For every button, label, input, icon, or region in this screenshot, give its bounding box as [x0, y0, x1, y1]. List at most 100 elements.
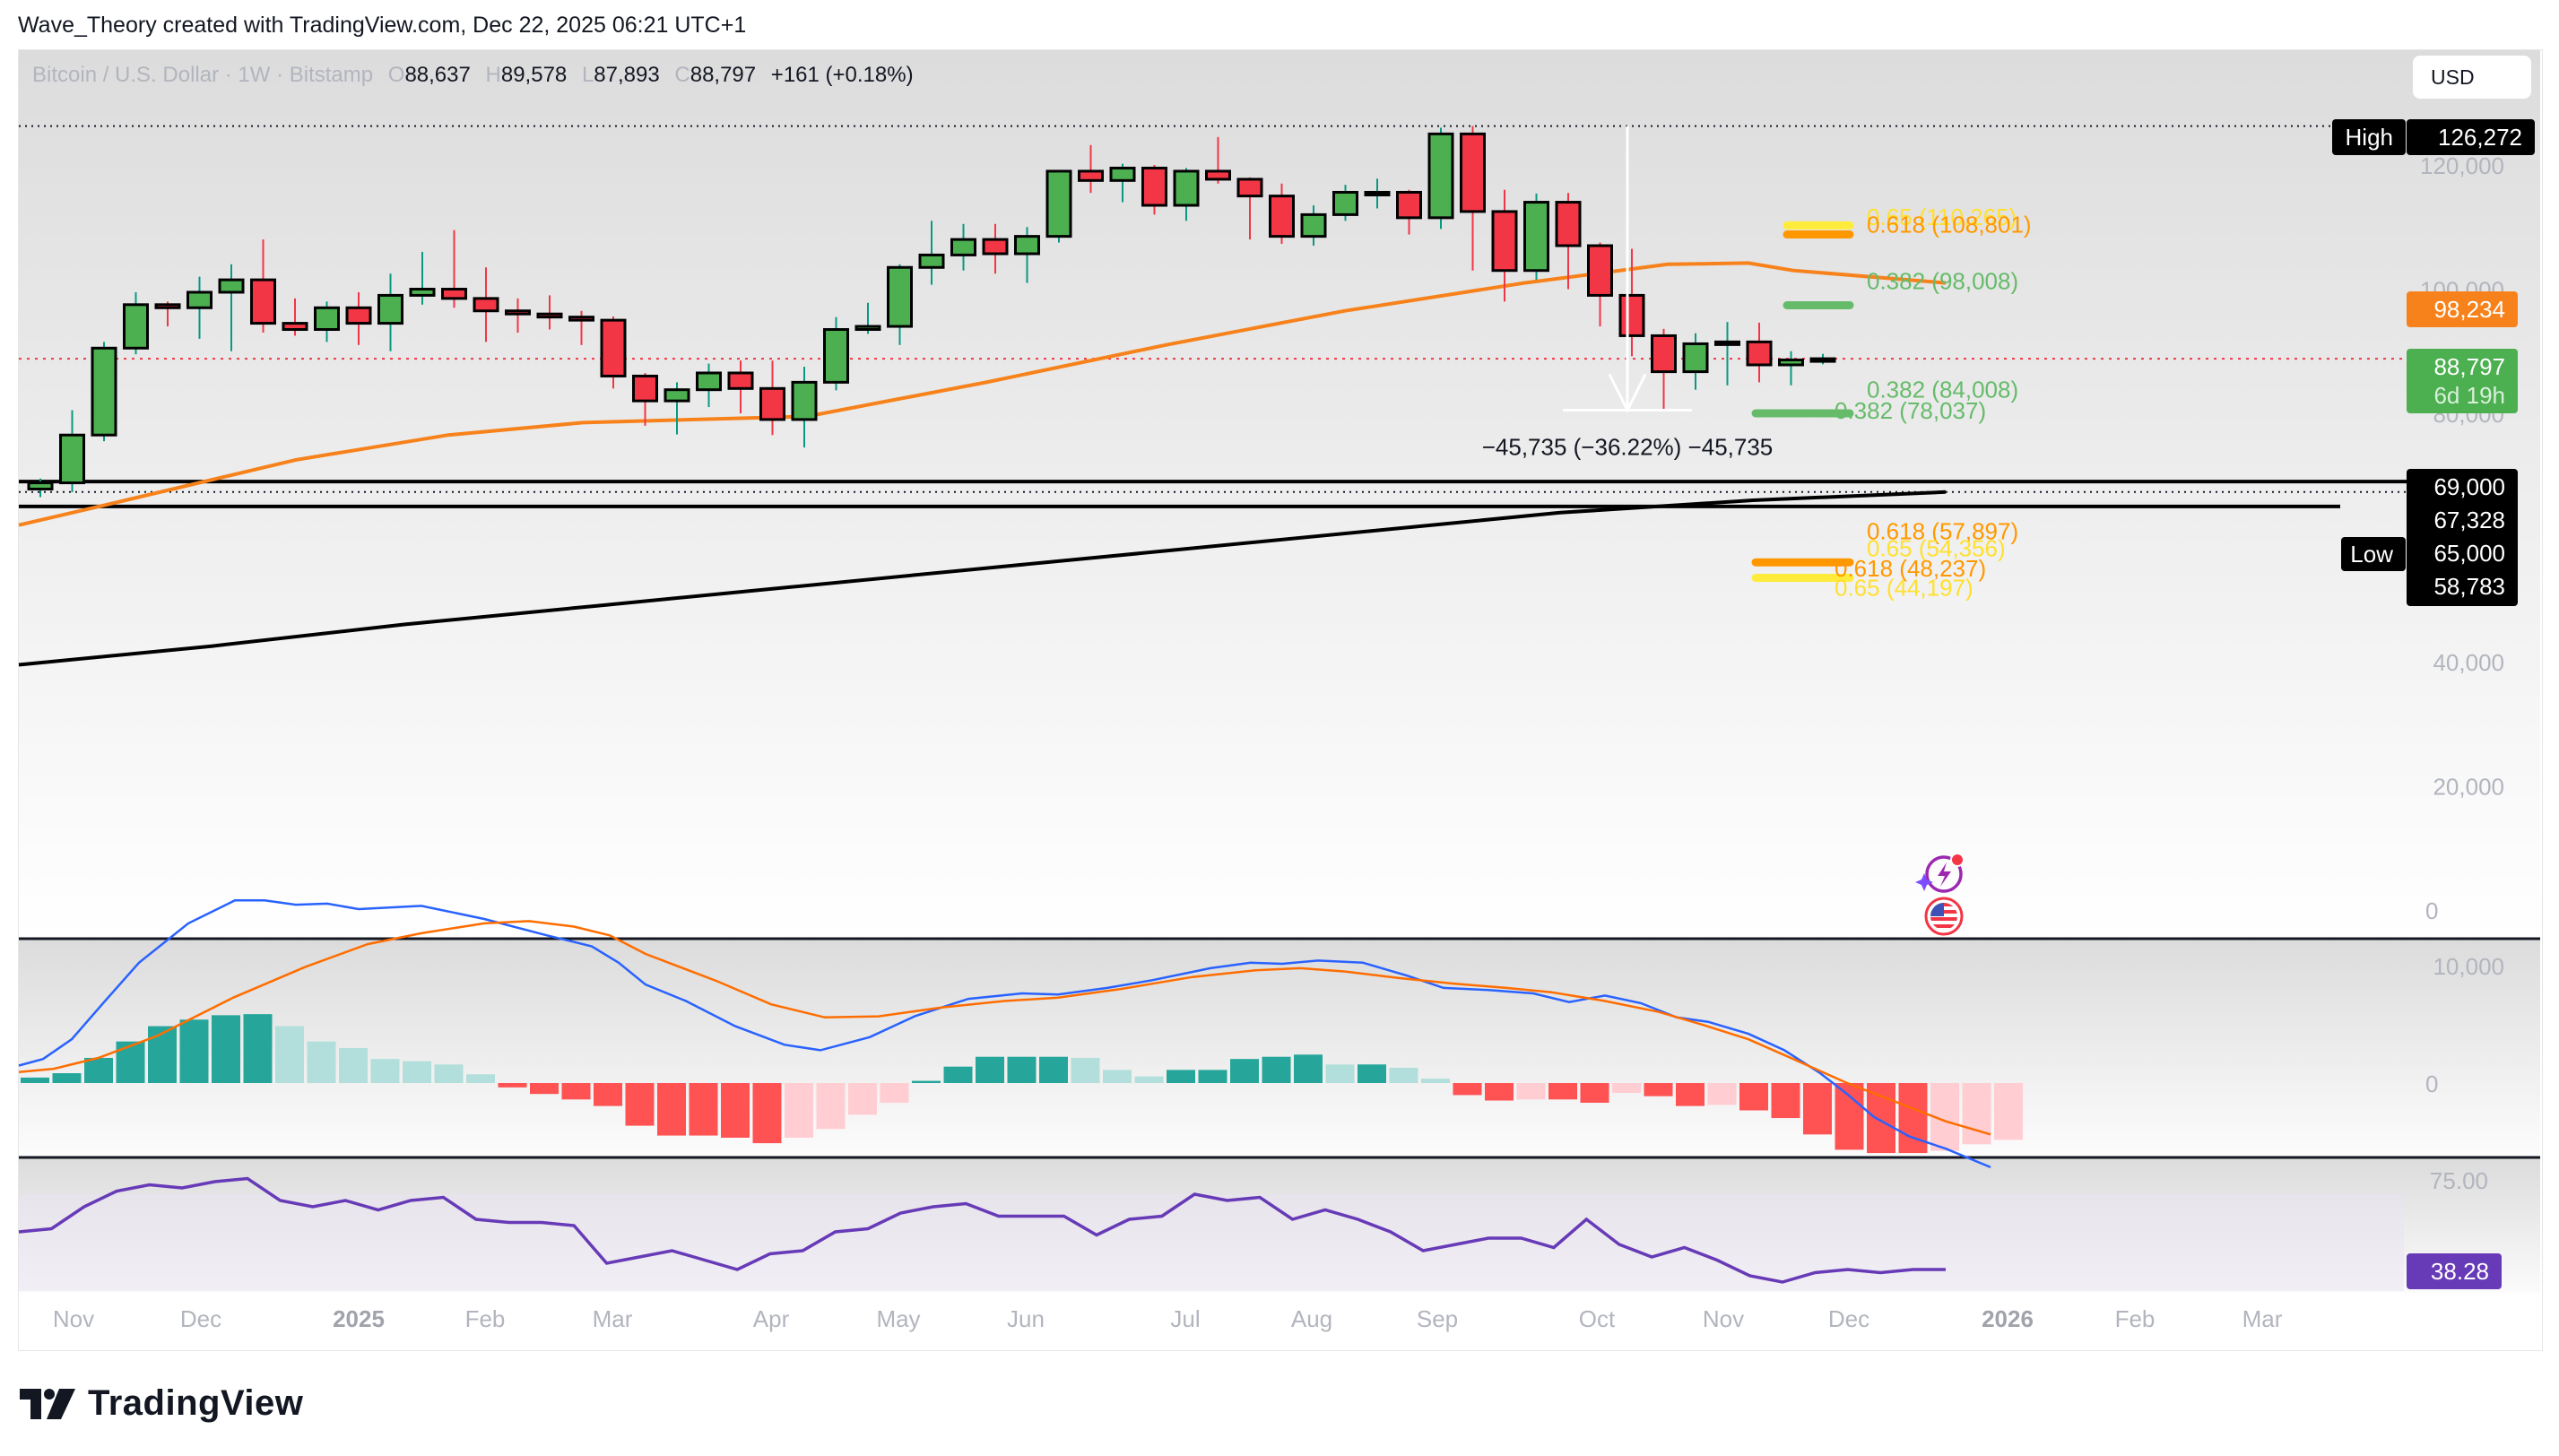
tradingview-logo[interactable]: TradingView: [20, 1383, 303, 1424]
candle[interactable]: [918, 221, 945, 285]
fib-label-0382-84: 0.382 (84,008): [1867, 377, 2018, 403]
candle[interactable]: [1714, 322, 1740, 386]
candle[interactable]: [1269, 183, 1295, 244]
candle[interactable]: [1396, 189, 1422, 235]
candle[interactable]: [59, 410, 85, 492]
candle[interactable]: [759, 360, 785, 436]
candle[interactable]: [1078, 144, 1104, 194]
candle[interactable]: [600, 316, 627, 389]
candle[interactable]: [1364, 178, 1391, 209]
candle[interactable]: [314, 301, 340, 342]
fib-label-0382-98: 0.382 (98,008): [1867, 267, 2018, 294]
candle[interactable]: [1778, 351, 1804, 386]
candle[interactable]: [1141, 165, 1167, 215]
us-flag-event-icon[interactable]: [1924, 897, 1964, 936]
macd-histogram-bar: [1039, 1056, 1068, 1083]
candle[interactable]: [1332, 185, 1358, 221]
high-value[interactable]: 126,272: [2407, 119, 2535, 155]
macd-histogram-bar: [434, 1064, 464, 1083]
candle[interactable]: [1651, 328, 1677, 410]
candle[interactable]: [345, 291, 372, 345]
candle[interactable]: [664, 382, 690, 435]
candle[interactable]: [632, 372, 658, 426]
ema200-line[interactable]: [18, 490, 1947, 667]
macd-histogram-bar: [785, 1083, 813, 1138]
candle[interactable]: [727, 360, 754, 413]
ai-spark-icon[interactable]: [1915, 852, 1969, 897]
macd-histogram-bar: [116, 1041, 145, 1083]
candle[interactable]: [1460, 126, 1486, 271]
candle[interactable]: [536, 295, 563, 330]
macd-histogram-bar: [561, 1083, 591, 1100]
candle[interactable]: [473, 267, 499, 342]
candle[interactable]: [1523, 193, 1549, 281]
candle[interactable]: [409, 251, 436, 305]
candle[interactable]: [282, 298, 308, 336]
rsi-line[interactable]: [18, 1176, 1946, 1284]
macd-line[interactable]: [18, 899, 1991, 1169]
candle[interactable]: [1587, 242, 1613, 327]
candle[interactable]: [791, 367, 818, 448]
candle[interactable]: [187, 276, 213, 339]
signal-line[interactable]: [18, 920, 1991, 1136]
candle[interactable]: [1014, 227, 1040, 283]
candle[interactable]: [377, 273, 403, 351]
macd-histogram-bar: [1835, 1083, 1864, 1150]
macd-histogram-bar: [912, 1080, 941, 1083]
price-tick: 0: [2425, 897, 2438, 924]
candle[interactable]: [823, 316, 849, 391]
rsi-value-tag[interactable]: 38.28: [2407, 1253, 2502, 1289]
macd-histogram-bar: [498, 1083, 527, 1088]
ema50-line[interactable]: [18, 261, 1947, 527]
candle[interactable]: [218, 264, 245, 351]
rsi-layer: 75.00 38.28: [18, 1167, 2502, 1289]
candle[interactable]: [568, 310, 594, 345]
candle[interactable]: [91, 342, 117, 442]
ema50-price-tag[interactable]: 98,234: [2407, 291, 2518, 327]
candle[interactable]: [250, 239, 276, 333]
candle[interactable]: [696, 363, 722, 408]
candle[interactable]: [982, 223, 1009, 274]
candle[interactable]: [1205, 136, 1231, 184]
candle[interactable]: [1236, 177, 1263, 240]
macd-histogram-bar: [721, 1083, 750, 1138]
price-tick: 120,000: [2420, 152, 2504, 179]
change-value: +161 (+0.18%): [770, 63, 914, 87]
candle[interactable]: [154, 301, 181, 327]
candle[interactable]: [887, 264, 913, 345]
candle[interactable]: [1618, 248, 1645, 357]
candle[interactable]: [950, 223, 976, 271]
candle[interactable]: [854, 302, 881, 334]
level-tags-box[interactable]: [2407, 469, 2518, 606]
candle[interactable]: [1109, 163, 1136, 203]
macd-histogram-bar: [1516, 1083, 1546, 1100]
macd-histogram-bar: [1389, 1067, 1418, 1083]
candle[interactable]: [123, 291, 149, 355]
high-label[interactable]: High: [2332, 119, 2406, 155]
candle[interactable]: [1173, 168, 1200, 221]
measure-label: −45,735 (−36.22%) −45,735: [1482, 434, 1774, 461]
candle[interactable]: [1427, 127, 1454, 230]
low-label[interactable]: Low: [2341, 537, 2406, 571]
macd-histogram-bar: [1867, 1083, 1895, 1154]
fib-label-065-54: 0.65 (54,356): [1867, 534, 2006, 561]
candle[interactable]: [1746, 322, 1773, 383]
currency-button[interactable]: USD: [2413, 56, 2531, 99]
level-tag: 67,328: [2433, 507, 2505, 533]
macd-histogram-bar: [148, 1026, 177, 1083]
candle[interactable]: [1682, 333, 1709, 390]
candle[interactable]: [27, 478, 54, 498]
candle[interactable]: [1809, 353, 1836, 365]
candle[interactable]: [505, 298, 531, 333]
svg-text:6d 19h: 6d 19h: [2433, 382, 2505, 409]
candle[interactable]: [1300, 205, 1327, 247]
candle[interactable]: [1491, 189, 1518, 302]
candle[interactable]: [1045, 169, 1072, 243]
macd-pane[interactable]: [19, 940, 2540, 1157]
price-pane[interactable]: [19, 50, 2540, 938]
candle[interactable]: [1555, 193, 1582, 290]
candle[interactable]: [441, 230, 467, 308]
